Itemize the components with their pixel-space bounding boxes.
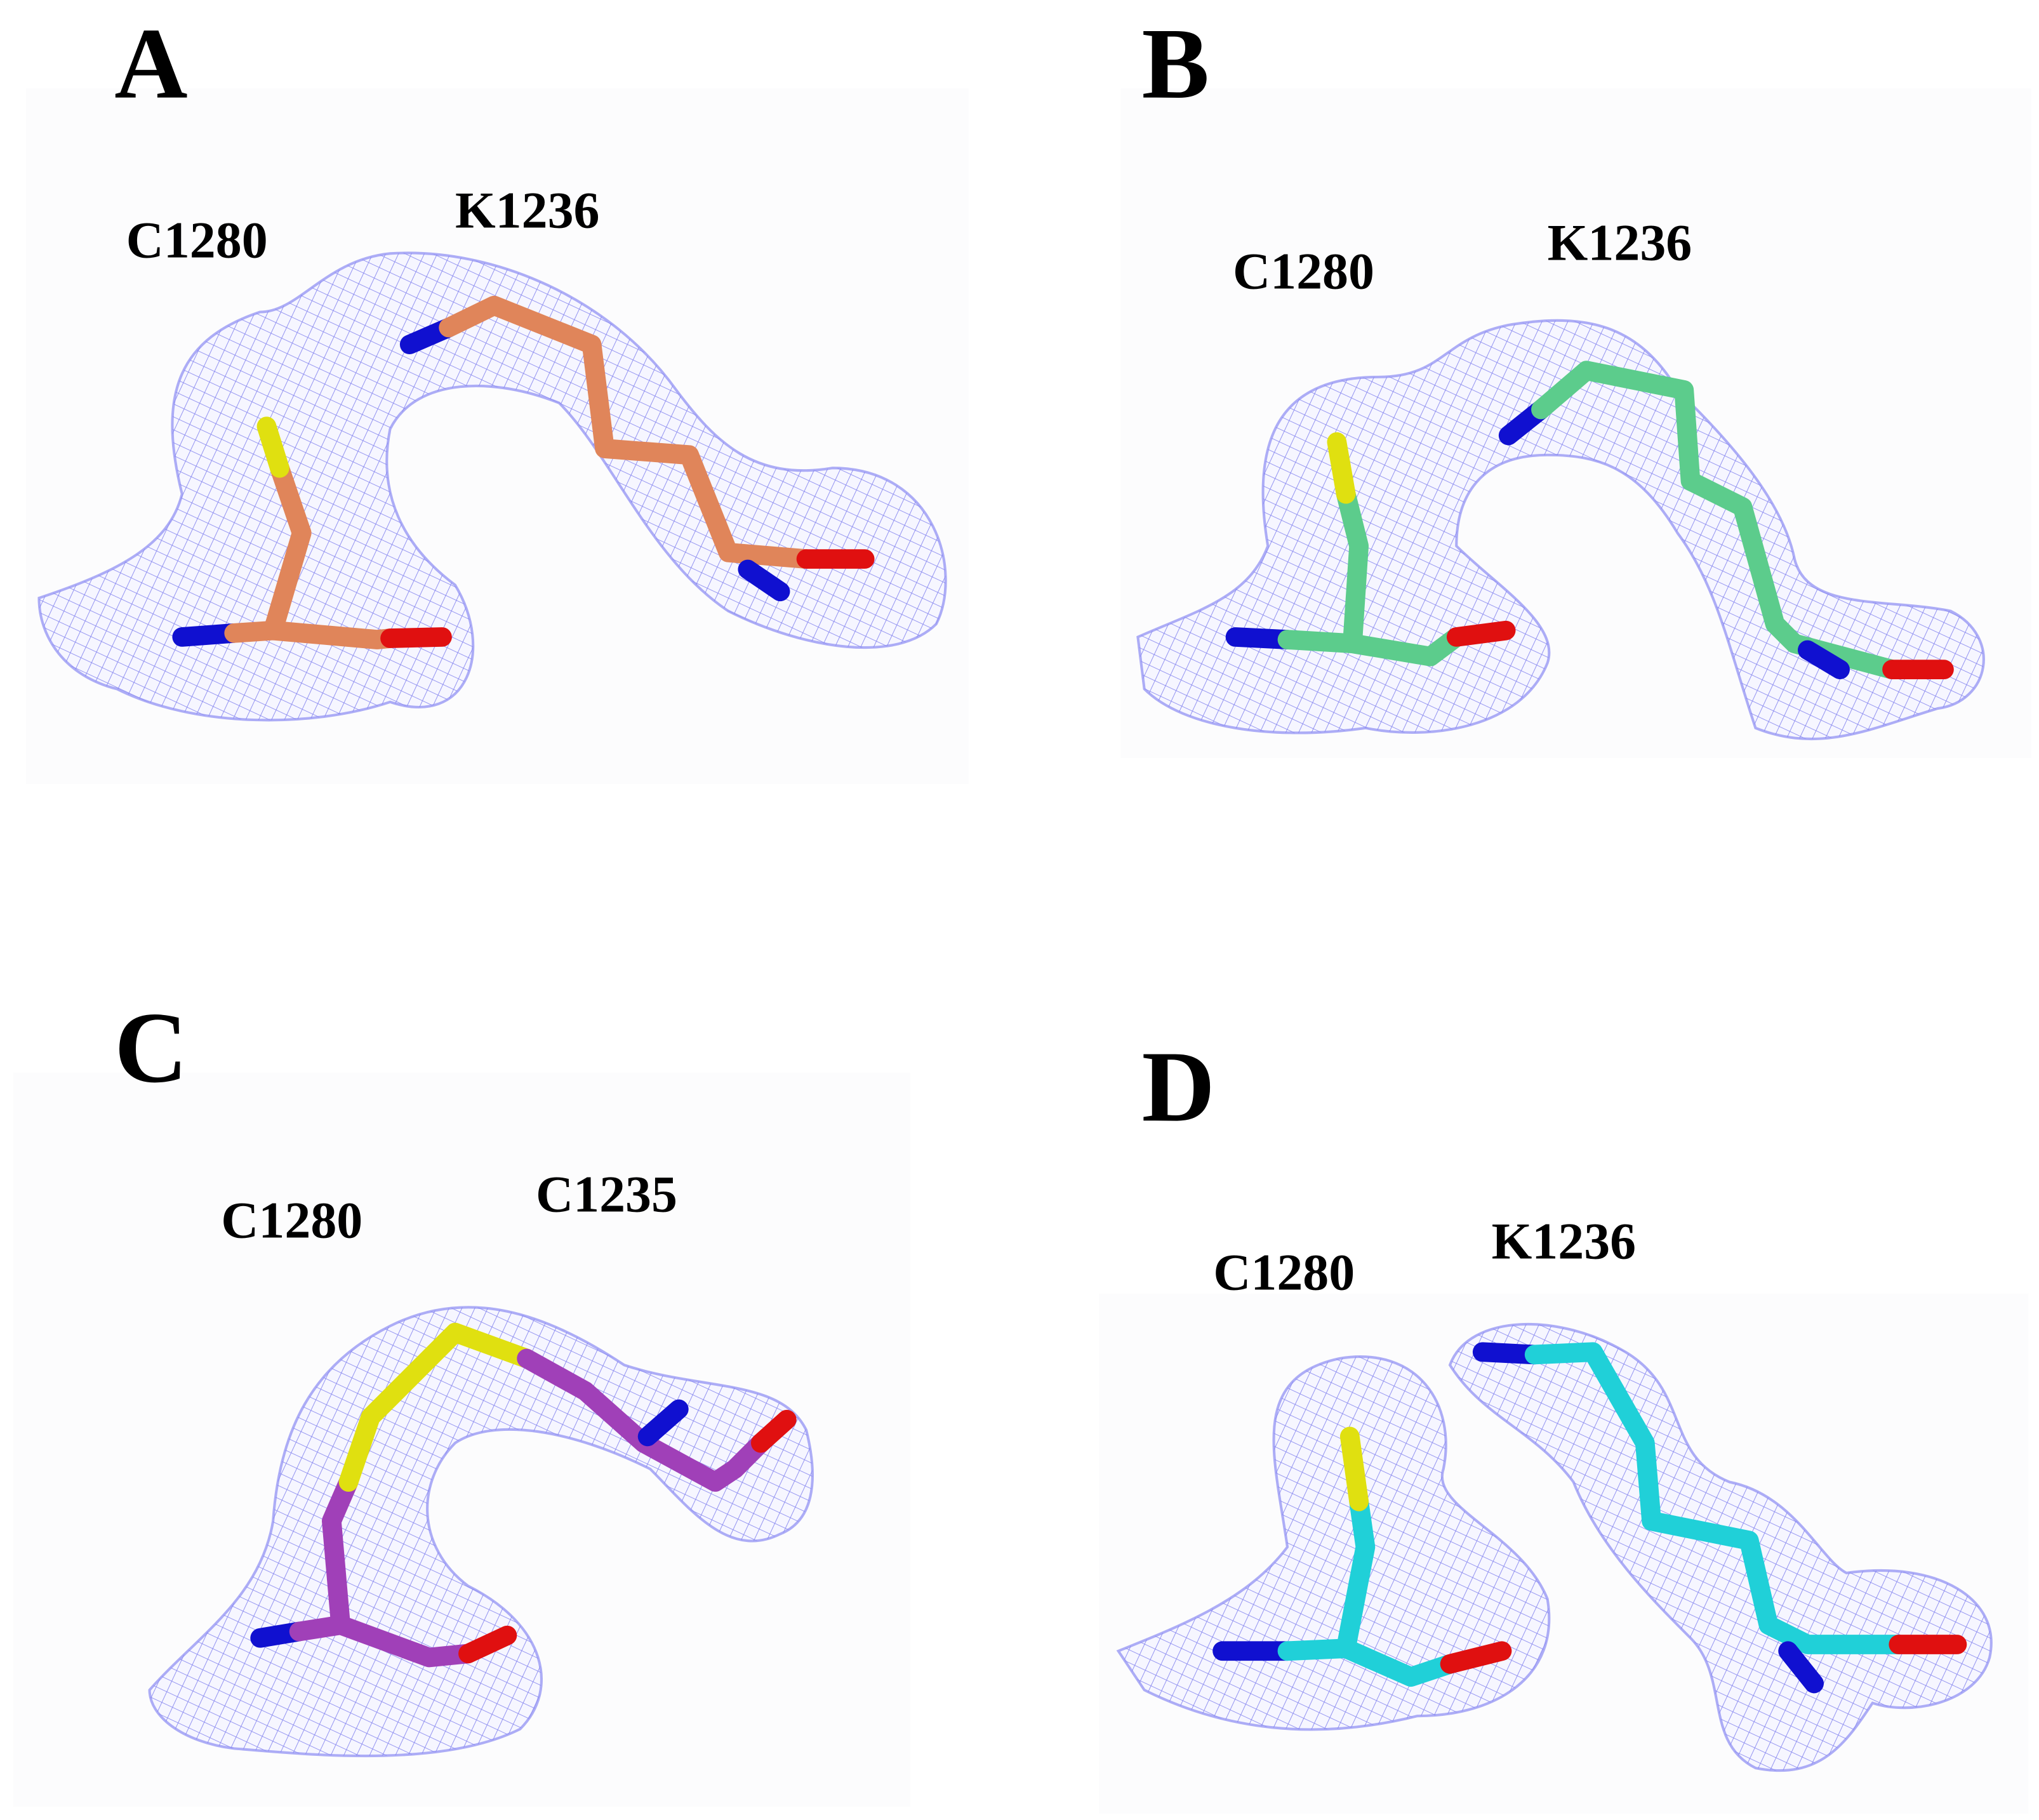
stick-c: [1277, 1638, 1460, 1687]
panel-c: C C1280 C1235: [13, 992, 910, 1807]
stick-c: [1336, 1491, 1376, 1659]
stick-s: [338, 1322, 536, 1492]
stick-o: [1446, 620, 1516, 647]
density-mesh: [148, 1306, 814, 1758]
stick-n: [738, 559, 790, 602]
density-mesh: [1448, 1322, 1993, 1772]
panel-label: B: [1142, 8, 1210, 120]
residue-label: C1280: [126, 211, 268, 269]
panel-label: C: [114, 992, 187, 1104]
density-mesh: [1116, 1355, 1551, 1731]
stick-c: [1277, 627, 1466, 667]
residue-label: C1235: [536, 1166, 677, 1223]
stick-s: [1339, 1426, 1369, 1511]
stick-o: [380, 627, 452, 648]
stick-c: [263, 458, 312, 641]
density-mesh: [37, 251, 947, 722]
stick-o: [1440, 1641, 1512, 1674]
panel-label: D: [1142, 1030, 1215, 1143]
residue-label: C1280: [1213, 1243, 1355, 1301]
panel-d: D C1280 K1236: [1098, 1030, 2029, 1814]
panel-label: A: [114, 8, 187, 120]
stick-c: [517, 1348, 771, 1492]
residue-label: K1236: [1548, 214, 1692, 272]
stick-c: [321, 1472, 359, 1635]
residue-label: C1280: [1233, 242, 1374, 300]
stick-s: [1327, 432, 1356, 504]
stick-c: [1531, 361, 1902, 680]
residue-label: K1236: [455, 181, 600, 239]
panel-b: B C1280 K1236: [1120, 8, 2031, 758]
panel-a: A C1280 K1236: [25, 8, 969, 784]
stick-s: [256, 416, 289, 478]
stick-c: [289, 1615, 478, 1668]
stick-n: [637, 1399, 689, 1447]
stick-c: [1524, 1342, 1909, 1654]
stick-n: [1798, 640, 1850, 680]
residue-label: C1280: [221, 1192, 362, 1249]
stick-c: [224, 620, 400, 649]
stick-o: [750, 1409, 797, 1453]
stick-n: [1778, 1641, 1824, 1694]
stick-c: [1336, 484, 1369, 654]
residue-label: K1236: [1492, 1212, 1637, 1270]
stick-o: [458, 1625, 517, 1664]
stick-c: [439, 295, 816, 569]
